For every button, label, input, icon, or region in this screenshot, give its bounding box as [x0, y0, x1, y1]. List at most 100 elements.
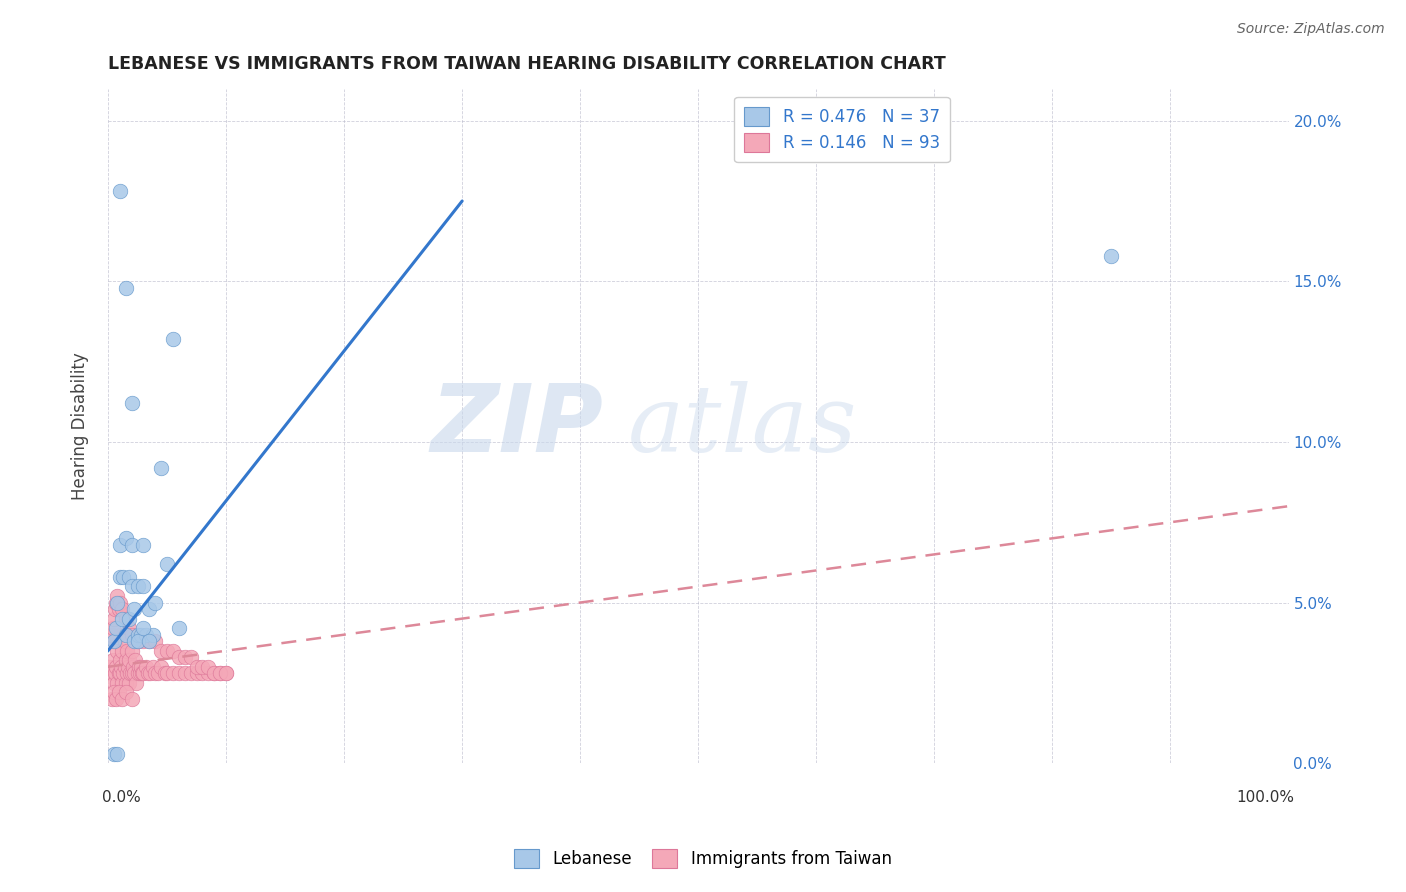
Point — [121, 644, 143, 658]
Point — [138, 634, 160, 648]
Point — [121, 580, 143, 594]
Legend: Lebanese, Immigrants from Taiwan: Lebanese, Immigrants from Taiwan — [508, 842, 898, 875]
Point — [131, 666, 153, 681]
Point — [180, 650, 202, 665]
Point — [114, 531, 136, 545]
Point — [121, 538, 143, 552]
Point — [186, 666, 208, 681]
Point — [100, 692, 122, 706]
Point — [114, 660, 136, 674]
Point — [132, 580, 155, 594]
Point — [103, 634, 125, 648]
Point — [111, 644, 134, 658]
Point — [122, 666, 145, 681]
Point — [100, 666, 122, 681]
Point — [108, 570, 131, 584]
Point — [209, 666, 232, 681]
Point — [209, 666, 232, 681]
Point — [127, 634, 149, 648]
Point — [101, 621, 124, 635]
Point — [132, 621, 155, 635]
Point — [1101, 249, 1123, 263]
Point — [107, 644, 129, 658]
Point — [121, 628, 143, 642]
Point — [150, 660, 173, 674]
Point — [156, 557, 179, 571]
Point — [191, 660, 214, 674]
Point — [127, 580, 149, 594]
Text: ZIP: ZIP — [432, 380, 603, 472]
Point — [162, 332, 184, 346]
Point — [108, 666, 131, 681]
Point — [104, 666, 127, 681]
Point — [136, 666, 159, 681]
Point — [186, 660, 208, 674]
Point — [129, 660, 152, 674]
Point — [107, 602, 129, 616]
Point — [156, 666, 179, 681]
Point — [173, 666, 195, 681]
Point — [108, 596, 131, 610]
Point — [129, 628, 152, 642]
Point — [153, 666, 176, 681]
Point — [115, 666, 138, 681]
Point — [115, 644, 138, 658]
Point — [127, 634, 149, 648]
Point — [191, 666, 214, 681]
Point — [180, 666, 202, 681]
Point — [146, 666, 169, 681]
Point — [105, 621, 128, 635]
Point — [108, 538, 131, 552]
Point — [112, 666, 135, 681]
Point — [107, 747, 129, 761]
Point — [114, 676, 136, 690]
Point — [120, 666, 142, 681]
Point — [114, 653, 136, 667]
Point — [118, 653, 141, 667]
Point — [104, 602, 127, 616]
Point — [108, 653, 131, 667]
Point — [103, 685, 125, 699]
Point — [128, 666, 150, 681]
Point — [156, 644, 179, 658]
Point — [138, 602, 160, 616]
Point — [103, 676, 125, 690]
Point — [117, 660, 139, 674]
Point — [121, 692, 143, 706]
Legend: R = 0.476   N = 37, R = 0.146   N = 93: R = 0.476 N = 37, R = 0.146 N = 93 — [734, 97, 949, 162]
Point — [135, 660, 157, 674]
Point — [114, 685, 136, 699]
Point — [121, 396, 143, 410]
Point — [111, 692, 134, 706]
Point — [202, 666, 225, 681]
Point — [112, 570, 135, 584]
Point — [108, 628, 131, 642]
Point — [118, 676, 141, 690]
Point — [114, 634, 136, 648]
Point — [105, 692, 128, 706]
Point — [110, 660, 132, 674]
Point — [107, 589, 129, 603]
Point — [197, 660, 219, 674]
Point — [107, 685, 129, 699]
Point — [122, 602, 145, 616]
Point — [107, 676, 129, 690]
Point — [125, 676, 148, 690]
Point — [105, 660, 128, 674]
Text: atlas: atlas — [627, 381, 856, 471]
Point — [98, 660, 121, 674]
Point — [167, 621, 190, 635]
Point — [111, 612, 134, 626]
Point — [124, 653, 146, 667]
Point — [167, 650, 190, 665]
Point — [127, 666, 149, 681]
Point — [114, 281, 136, 295]
Point — [121, 666, 143, 681]
Point — [111, 676, 134, 690]
Point — [143, 596, 166, 610]
Point — [114, 628, 136, 642]
Point — [173, 650, 195, 665]
Point — [202, 666, 225, 681]
Point — [100, 628, 122, 642]
Point — [197, 666, 219, 681]
